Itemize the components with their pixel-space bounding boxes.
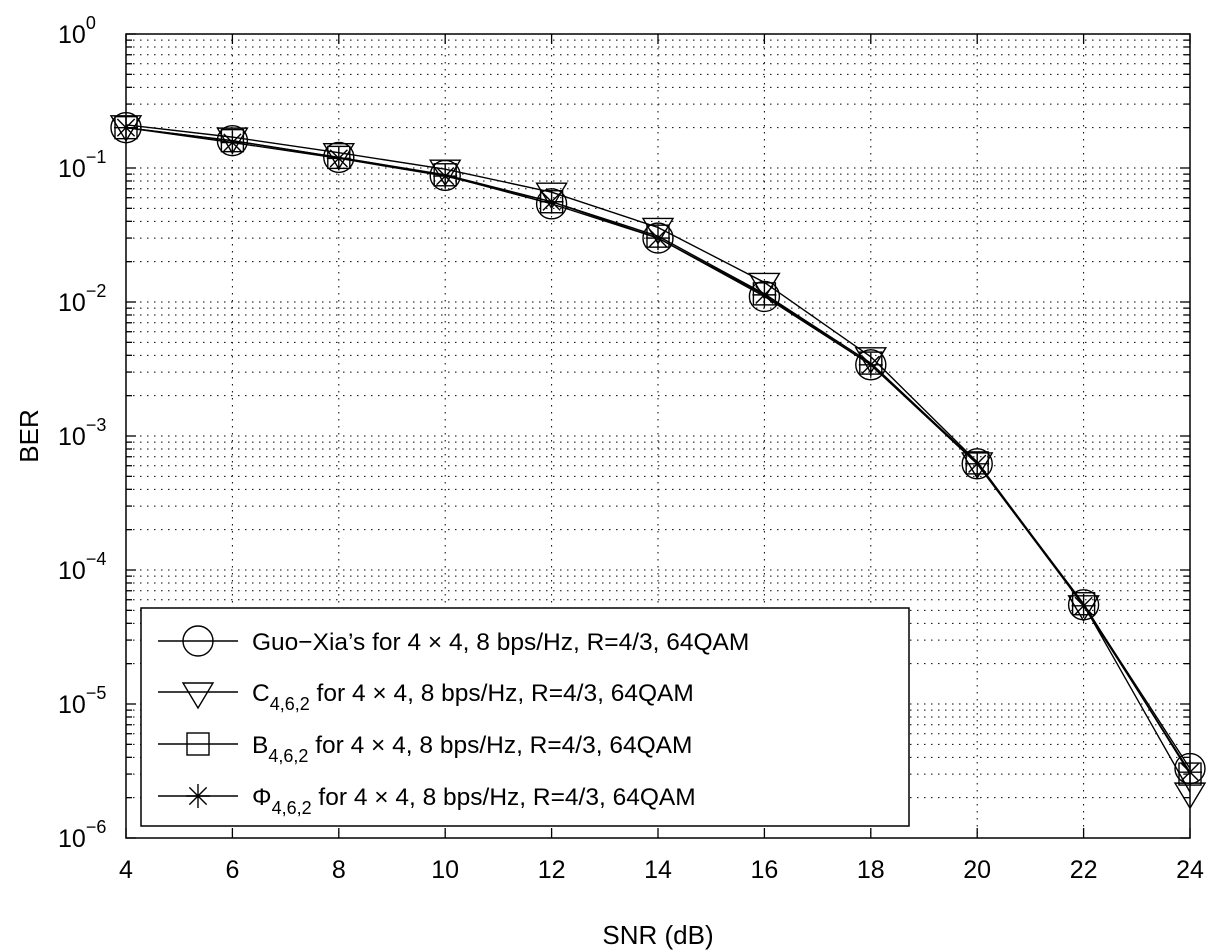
marker-triangle-down bbox=[854, 347, 888, 375]
marker-asterisk-stroke bbox=[1074, 596, 1093, 615]
legend-label: Φ4,6,2 for 4 × 4, 8 bps/Hz, R=4/3, 64QAM bbox=[252, 784, 696, 818]
y-tick-label: 10−1 bbox=[58, 147, 106, 183]
marker-asterisk-stroke bbox=[188, 786, 208, 806]
marker-asterisk-stroke bbox=[329, 149, 348, 168]
y-tick-label: 100 bbox=[58, 13, 96, 49]
legend-box bbox=[140, 607, 910, 827]
marker-circle bbox=[855, 349, 887, 381]
y-tick-exponent: 0 bbox=[86, 13, 96, 33]
x-tick-label: 10 bbox=[431, 856, 459, 884]
marker-triangle-down bbox=[535, 182, 568, 210]
legend-label: B4,6,2 for 4 × 4, 8 bps/Hz, R=4/3, 64QAM bbox=[252, 732, 692, 766]
x-tick-label: 14 bbox=[644, 856, 672, 884]
legend: Guo−Xia’s for 4 × 4, 8 bps/Hz, R=4/3, 64… bbox=[140, 607, 910, 827]
legend-name: for 4 × 4, 8 bps/Hz, R=4/3, 64QAM bbox=[310, 680, 694, 707]
marker-triangle-down bbox=[748, 272, 781, 300]
y-tick-base: 10 bbox=[58, 825, 86, 853]
marker-triangle-down bbox=[322, 143, 356, 171]
marker-circle bbox=[748, 280, 781, 313]
x-tick-label: 4 bbox=[119, 856, 133, 884]
marker-triangle-down bbox=[216, 127, 249, 155]
legend-label: C4,6,2 for 4 × 4, 8 bps/Hz, R=4/3, 64QAM bbox=[252, 680, 694, 714]
marker-asterisk-stroke bbox=[861, 355, 880, 374]
legend-symbol: C bbox=[252, 680, 270, 707]
legend-label: Guo−Xia’s for 4 × 4, 8 bps/Hz, R=4/3, 64… bbox=[252, 629, 749, 656]
marker-asterisk bbox=[220, 130, 245, 155]
marker-circle bbox=[642, 222, 674, 254]
marker-asterisk bbox=[858, 352, 883, 377]
marker-triangle-down bbox=[181, 682, 215, 710]
y-tick-label: 10−6 bbox=[58, 817, 106, 853]
axis-ticks bbox=[125, 33, 1191, 839]
y-tick-exponent: −6 bbox=[86, 817, 107, 837]
marker-asterisk-stroke bbox=[542, 192, 561, 211]
x-axis-label: SNR (dB) bbox=[602, 920, 713, 950]
marker-asterisk bbox=[326, 146, 351, 171]
y-tick-label: 10−3 bbox=[58, 415, 106, 451]
marker-asterisk-stroke bbox=[755, 285, 774, 305]
x-tick-label: 6 bbox=[225, 856, 239, 884]
x-tick-label: 16 bbox=[750, 856, 778, 884]
legend-subscript: 4,6,2 bbox=[270, 694, 310, 714]
marker-asterisk bbox=[539, 189, 564, 214]
marker-asterisk bbox=[646, 226, 670, 251]
x-tick-label: 20 bbox=[963, 856, 991, 884]
legend-symbol: B bbox=[252, 732, 268, 759]
marker-asterisk-stroke bbox=[436, 166, 455, 186]
marker-asterisk bbox=[186, 784, 210, 808]
x-tick-label: 22 bbox=[1070, 856, 1098, 884]
y-tick-exponent: −4 bbox=[86, 549, 107, 569]
x-tick-label: 24 bbox=[1176, 856, 1204, 884]
marker-square bbox=[186, 732, 210, 756]
legend-name: for 4 × 4, 8 bps/Hz, R=4/3, 64QAM bbox=[308, 732, 692, 759]
x-tick-label: 12 bbox=[538, 856, 566, 884]
y-tick-exponent: −3 bbox=[86, 415, 107, 435]
marker-asterisk-stroke bbox=[968, 454, 987, 473]
y-tick-label: 10−2 bbox=[58, 281, 106, 317]
x-tick-labels: 4 6 8 10 12 14 16 18 20 22 24 bbox=[119, 856, 1204, 884]
marker-asterisk-stroke bbox=[223, 133, 242, 152]
x-tick-label: 18 bbox=[857, 856, 885, 884]
y-tick-label: 10−5 bbox=[58, 683, 106, 719]
marker-asterisk bbox=[752, 282, 777, 307]
y-tick-base: 10 bbox=[58, 691, 86, 719]
y-tick-label: 10−4 bbox=[58, 549, 106, 585]
marker-circle bbox=[323, 141, 355, 174]
legend-subscript: 4,6,2 bbox=[272, 798, 312, 818]
y-tick-base: 10 bbox=[58, 423, 86, 451]
marker-asterisk bbox=[1071, 593, 1096, 618]
marker-asterisk bbox=[433, 164, 458, 189]
y-tick-exponent: −2 bbox=[86, 281, 107, 301]
y-tick-base: 10 bbox=[58, 155, 86, 183]
marker-triangle-down bbox=[428, 159, 462, 187]
y-tick-exponent: −1 bbox=[86, 147, 107, 167]
marker-asterisk-stroke bbox=[648, 228, 668, 248]
y-tick-exponent: −5 bbox=[86, 683, 107, 703]
y-axis-label: BER bbox=[14, 409, 44, 462]
legend-subscript: 4,6,2 bbox=[268, 746, 308, 766]
y-tick-base: 10 bbox=[58, 557, 86, 585]
legend-name: for 4 × 4, 8 bps/Hz, R=4/3, 64QAM bbox=[312, 784, 696, 811]
x-tick-label: 8 bbox=[332, 856, 346, 884]
y-tick-base: 10 bbox=[58, 289, 86, 317]
marker-circle bbox=[182, 625, 214, 657]
marker-asterisk bbox=[965, 451, 990, 476]
y-tick-base: 10 bbox=[58, 21, 86, 49]
marker-circle bbox=[535, 188, 568, 220]
marker-circle bbox=[216, 124, 249, 157]
legend-symbol: Φ bbox=[252, 784, 272, 811]
